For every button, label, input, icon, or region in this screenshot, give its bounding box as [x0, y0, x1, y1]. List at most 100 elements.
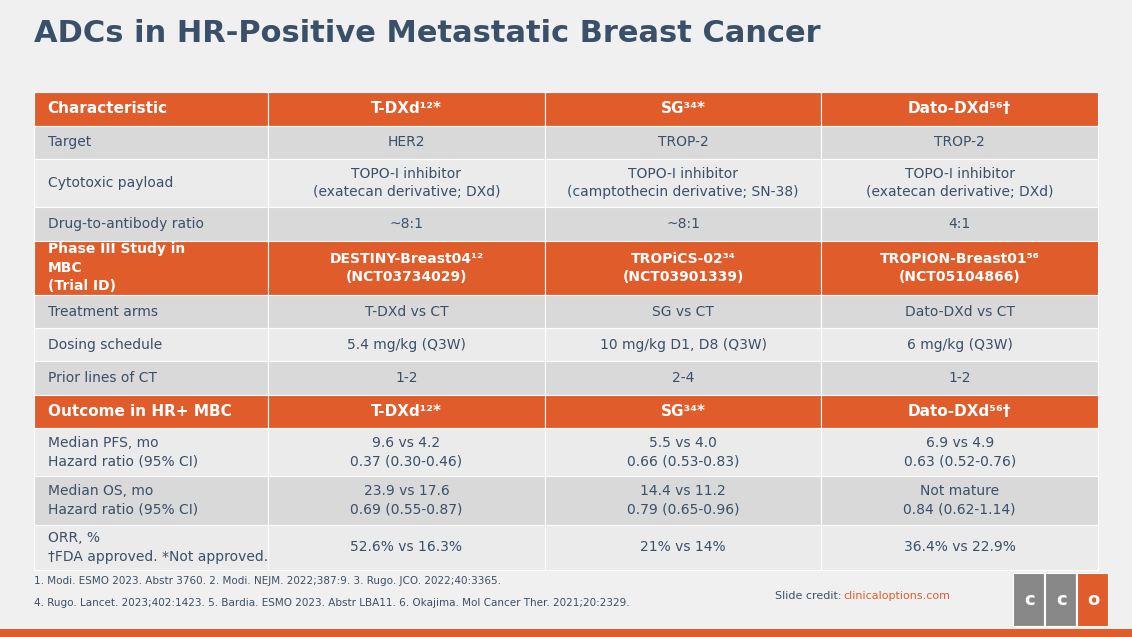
Text: Not mature
0.84 (0.62-1.14): Not mature 0.84 (0.62-1.14) [903, 484, 1015, 517]
Text: 5.4 mg/kg (Q3W): 5.4 mg/kg (Q3W) [346, 338, 466, 352]
Bar [822, 476, 1098, 525]
Bar [822, 525, 1098, 570]
Text: Phase III Study in
MBC
(Trial ID): Phase III Study in MBC (Trial ID) [48, 242, 185, 293]
Bar [268, 207, 544, 241]
Bar [544, 361, 822, 395]
Bar [268, 125, 544, 159]
Bar [268, 159, 544, 207]
Bar [822, 159, 1098, 207]
Bar [544, 428, 822, 476]
Text: TOPO-I inhibitor
(exatecan derivative; DXd): TOPO-I inhibitor (exatecan derivative; D… [312, 167, 500, 199]
Text: Cytotoxic payload: Cytotoxic payload [48, 176, 173, 190]
Bar [544, 125, 822, 159]
Text: 5.5 vs 4.0
0.66 (0.53-0.83): 5.5 vs 4.0 0.66 (0.53-0.83) [627, 436, 739, 468]
Text: powered by CCO: powered by CCO [1032, 617, 1091, 623]
Bar [822, 295, 1098, 328]
Text: T-DXd vs CT: T-DXd vs CT [365, 304, 448, 318]
Bar [34, 295, 268, 328]
Text: Prior lines of CT: Prior lines of CT [48, 371, 156, 385]
Text: 9.6 vs 4.2
0.37 (0.30-0.46): 9.6 vs 4.2 0.37 (0.30-0.46) [350, 436, 463, 468]
Text: T-DXd¹²*: T-DXd¹²* [371, 101, 441, 117]
Bar [268, 92, 544, 125]
Text: TROPION-Breast01⁵⁶
(NCT05104866): TROPION-Breast01⁵⁶ (NCT05104866) [880, 252, 1039, 284]
Text: 6 mg/kg (Q3W): 6 mg/kg (Q3W) [907, 338, 1013, 352]
Bar [1013, 573, 1045, 627]
Text: 4. Rugo. Lancet. 2023;402:1423. 5. Bardia. ESMO 2023. Abstr LBA11. 6. Okajima. M: 4. Rugo. Lancet. 2023;402:1423. 5. Bardi… [34, 598, 629, 608]
Bar [268, 395, 544, 428]
Text: Characteristic: Characteristic [48, 101, 168, 117]
Text: Dato-DXd⁵⁶†: Dato-DXd⁵⁶† [908, 101, 1011, 117]
Bar [34, 159, 268, 207]
Text: 23.9 vs 17.6
0.69 (0.55-0.87): 23.9 vs 17.6 0.69 (0.55-0.87) [350, 484, 463, 517]
Text: c: c [1056, 591, 1066, 610]
Bar [544, 207, 822, 241]
Bar [268, 328, 544, 361]
Bar [544, 295, 822, 328]
Bar [822, 328, 1098, 361]
Text: c: c [1023, 591, 1035, 610]
Text: Median PFS, mo
Hazard ratio (95% CI): Median PFS, mo Hazard ratio (95% CI) [48, 436, 198, 468]
Text: 2-4: 2-4 [672, 371, 694, 385]
Bar [268, 476, 544, 525]
Bar [268, 525, 544, 570]
Text: Dato-DXd vs CT: Dato-DXd vs CT [904, 304, 1014, 318]
Bar [34, 207, 268, 241]
Text: 21% vs 14%: 21% vs 14% [641, 540, 726, 554]
Text: 1-2: 1-2 [395, 371, 418, 385]
Bar [268, 295, 544, 328]
Bar [268, 241, 544, 295]
Text: 1-2: 1-2 [949, 371, 971, 385]
Text: Median OS, mo
Hazard ratio (95% CI): Median OS, mo Hazard ratio (95% CI) [48, 484, 198, 517]
Bar [34, 395, 268, 428]
Text: 10 mg/kg D1, D8 (Q3W): 10 mg/kg D1, D8 (Q3W) [600, 338, 766, 352]
Text: Treatment arms: Treatment arms [48, 304, 157, 318]
Text: 14.4 vs 11.2
0.79 (0.65-0.96): 14.4 vs 11.2 0.79 (0.65-0.96) [627, 484, 739, 517]
Bar [34, 361, 268, 395]
Text: T-DXd¹²*: T-DXd¹²* [371, 404, 441, 419]
Bar [1078, 573, 1109, 627]
Text: clinicaloptions.com: clinicaloptions.com [843, 591, 951, 601]
Text: ~8:1: ~8:1 [389, 217, 423, 231]
Text: 6.9 vs 4.9
0.63 (0.52-0.76): 6.9 vs 4.9 0.63 (0.52-0.76) [903, 436, 1015, 468]
Text: TROP-2: TROP-2 [934, 135, 985, 149]
Text: HER2: HER2 [387, 135, 426, 149]
Bar [34, 525, 268, 570]
Text: Drug-to-antibody ratio: Drug-to-antibody ratio [48, 217, 204, 231]
Text: ORR, %
†FDA approved. *Not approved.: ORR, % †FDA approved. *Not approved. [48, 531, 267, 564]
Text: TROP-2: TROP-2 [658, 135, 709, 149]
Text: Slide credit:: Slide credit: [775, 591, 846, 601]
Bar [34, 476, 268, 525]
Text: o: o [1087, 591, 1099, 610]
Bar [544, 159, 822, 207]
Bar [822, 395, 1098, 428]
Bar [0, 629, 1132, 637]
Bar [34, 428, 268, 476]
Text: Dato-DXd⁵⁶†: Dato-DXd⁵⁶† [908, 404, 1011, 419]
Bar [34, 328, 268, 361]
Text: Dosing schedule: Dosing schedule [48, 338, 162, 352]
Bar [822, 125, 1098, 159]
Bar [1045, 573, 1078, 627]
Bar [34, 92, 268, 125]
Text: Outcome in HR+ MBC: Outcome in HR+ MBC [48, 404, 231, 419]
Text: 1. Modi. ESMO 2023. Abstr 3760. 2. Modi. NEJM. 2022;387:9. 3. Rugo. JCO. 2022;40: 1. Modi. ESMO 2023. Abstr 3760. 2. Modi.… [34, 576, 501, 587]
Text: ADCs in HR-Positive Metastatic Breast Cancer: ADCs in HR-Positive Metastatic Breast Ca… [34, 19, 821, 48]
Bar [544, 328, 822, 361]
Text: TOPO-I inhibitor
(camptothecin derivative; SN-38): TOPO-I inhibitor (camptothecin derivativ… [567, 167, 799, 199]
Text: SG³⁴*: SG³⁴* [661, 404, 705, 419]
Text: ~8:1: ~8:1 [666, 217, 700, 231]
Text: 52.6% vs 16.3%: 52.6% vs 16.3% [351, 540, 462, 554]
Bar [544, 92, 822, 125]
Text: Target: Target [48, 135, 91, 149]
Bar [544, 525, 822, 570]
Bar [544, 476, 822, 525]
Bar [822, 207, 1098, 241]
Bar [268, 428, 544, 476]
Text: 36.4% vs 22.9%: 36.4% vs 22.9% [903, 540, 1015, 554]
Bar [822, 428, 1098, 476]
Text: TROPiCS-02³⁴
(NCT03901339): TROPiCS-02³⁴ (NCT03901339) [623, 252, 744, 284]
Text: 4:1: 4:1 [949, 217, 971, 231]
Bar [544, 395, 822, 428]
Bar [822, 241, 1098, 295]
Bar [822, 92, 1098, 125]
